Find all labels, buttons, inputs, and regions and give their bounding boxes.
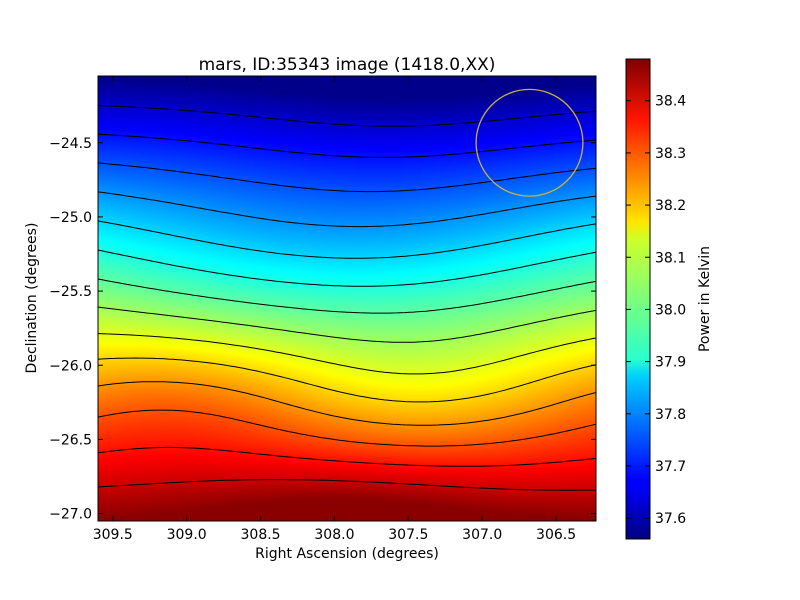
y-tick-label: −25.0	[49, 210, 92, 226]
y-tick-label: −24.5	[49, 136, 92, 152]
colorbar-tick-label: 37.6	[655, 511, 686, 527]
heatmap-image	[98, 76, 596, 521]
colorbar-tick-label: 37.8	[655, 407, 686, 423]
chart-title: mars, ID:35343 image (1418.0,XX)	[199, 55, 496, 75]
contour-line	[98, 446, 596, 467]
colorbar	[625, 58, 651, 540]
x-tick-label: 306.5	[536, 527, 576, 543]
y-tick-label: −27.0	[49, 507, 92, 523]
contour-line	[98, 381, 596, 426]
contour-line	[98, 249, 596, 287]
contour-line	[98, 357, 596, 403]
contour-line	[98, 306, 596, 343]
contour-line	[98, 105, 596, 127]
y-tick-label: −25.5	[49, 284, 92, 300]
contour-line	[98, 479, 596, 491]
colorbar-tick-label: 38.2	[655, 198, 686, 214]
contour-line	[98, 191, 596, 228]
colorbar-label: Power in Kelvin	[697, 246, 713, 352]
x-tick-label: 308.5	[241, 527, 281, 543]
plot-frame	[97, 75, 597, 522]
x-tick-label: 307.0	[462, 527, 502, 543]
y-axis-label: Declination (degrees)	[24, 223, 40, 374]
colorbar-tick-label: 38.3	[655, 146, 686, 162]
y-tick-label: −26.0	[49, 358, 92, 374]
colorbar-tick-label: 38.0	[655, 302, 686, 318]
contour-line	[98, 409, 596, 447]
contour-line	[98, 333, 596, 375]
contour-line	[98, 133, 596, 158]
x-tick-label: 309.5	[93, 527, 133, 543]
y-tick-label: −26.5	[49, 432, 92, 448]
x-axis-ticks: 309.5 309.0 308.5 308.0 307.5 307.0 306.5	[93, 76, 576, 543]
contour-line	[98, 220, 596, 259]
contour-lines	[98, 105, 596, 491]
x-tick-label: 309.0	[167, 527, 207, 543]
contour-line	[98, 278, 596, 314]
colorbar-tick-label: 38.4	[655, 94, 686, 110]
x-tick-label: 307.5	[388, 527, 428, 543]
x-axis-label: Right Ascension (degrees)	[255, 546, 439, 562]
colorbar-tick-label: 37.7	[655, 459, 686, 475]
x-tick-label: 308.0	[314, 527, 354, 543]
contour-line	[98, 162, 596, 193]
colorbar-tick-label: 38.1	[655, 250, 686, 266]
colorbar-tick-label: 37.9	[655, 355, 686, 371]
y-axis-ticks: −24.5 −25.0 −25.5 −26.0 −26.5 −27.0	[49, 136, 596, 523]
colorbar-ticks: 37.6 37.7 37.8 37.9 38.0 38.1 38.2 38.3 38.4	[626, 94, 686, 527]
beam-circle	[475, 88, 584, 197]
